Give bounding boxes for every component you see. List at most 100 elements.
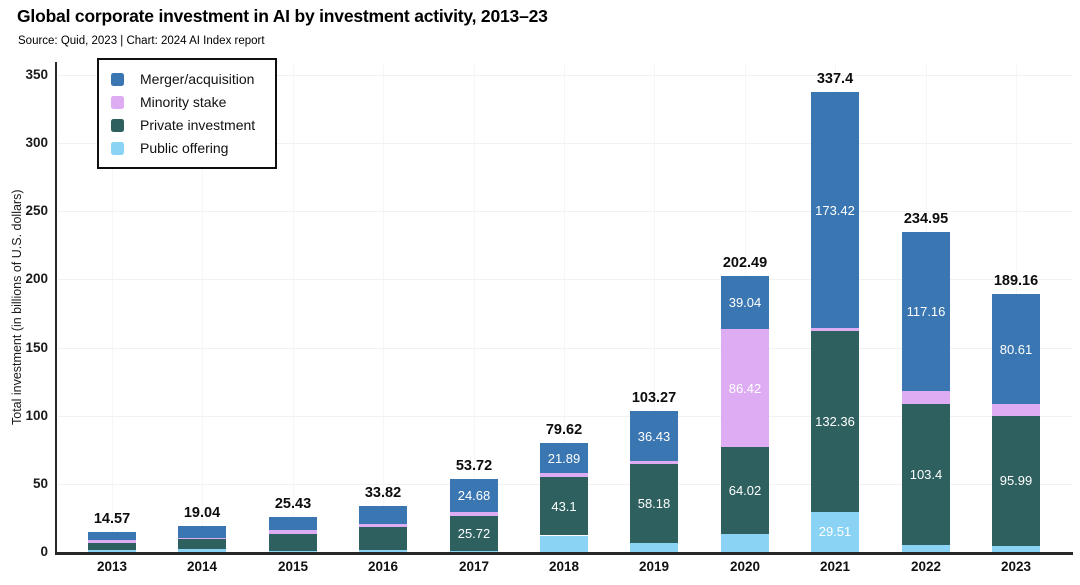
gridline-vertical — [474, 64, 475, 552]
chart-source: Source: Quid, 2023 | Chart: 2024 AI Inde… — [18, 35, 265, 47]
gridline-horizontal — [58, 279, 1072, 281]
bar-segment — [540, 473, 588, 477]
bar-segment — [178, 537, 226, 539]
bar-segment — [359, 505, 407, 524]
bar-segment: 103.4 — [902, 403, 950, 545]
bar-segment — [630, 460, 678, 464]
bar-total-label: 234.95 — [903, 210, 949, 227]
segment-value-label: 29.51 — [818, 524, 852, 540]
gridline-vertical — [293, 64, 294, 552]
y-tick-label: 300 — [25, 135, 48, 151]
legend-swatch-icon — [111, 72, 124, 86]
segment-value-label: 21.89 — [547, 450, 581, 466]
bar-segment: 24.68 — [450, 478, 498, 513]
bar-segment — [630, 543, 678, 552]
segment-value-label: 43.1 — [551, 498, 577, 514]
gridline-vertical — [564, 64, 565, 552]
legend-item-label: Private investment — [140, 117, 256, 133]
segment-value-label: 173.42 — [815, 202, 855, 218]
bar-segment: 64.02 — [721, 447, 769, 535]
y-tick-label: 350 — [25, 66, 48, 82]
segment-value-label: 25.72 — [457, 525, 491, 541]
x-tick-label: 2016 — [367, 559, 399, 574]
x-tick-label: 2019 — [638, 559, 670, 574]
gridline-vertical — [202, 64, 203, 552]
bar-total-label: 103.27 — [631, 390, 677, 407]
gridline-vertical — [383, 64, 384, 552]
gridline-vertical — [112, 64, 113, 552]
bar-total-label: 19.04 — [183, 505, 221, 522]
y-tick-label: 200 — [25, 271, 48, 287]
gridline-horizontal — [58, 347, 1072, 349]
bar-total-label: 189.16 — [993, 273, 1039, 290]
bar-segment — [992, 404, 1040, 416]
y-tick-label: 100 — [25, 407, 48, 423]
legend-item: Private investment — [111, 117, 255, 133]
x-tick-label: 2013 — [96, 559, 128, 574]
x-tick-label: 2021 — [819, 559, 851, 574]
x-tick-label: 2015 — [277, 559, 309, 574]
bar-segment: 80.61 — [992, 294, 1040, 405]
x-tick-label: 2018 — [548, 559, 580, 574]
bar-segment — [269, 533, 317, 552]
gridline-horizontal — [58, 211, 1072, 213]
gridline-horizontal — [58, 415, 1072, 417]
segment-value-label: 58.18 — [637, 496, 671, 512]
bar-segment: 39.04 — [721, 276, 769, 330]
gridline-horizontal — [58, 74, 1072, 76]
legend-swatch-icon — [111, 141, 124, 155]
bar-segment — [450, 512, 498, 516]
segment-value-label: 95.99 — [999, 473, 1033, 489]
legend-item: Merger/acquisition — [111, 71, 255, 87]
bar-segment: 58.18 — [630, 463, 678, 544]
bar-total-label: 25.43 — [274, 496, 312, 513]
bar-segment — [178, 548, 226, 552]
bar-segment — [178, 526, 226, 538]
bar-segment — [902, 391, 950, 404]
segment-value-label: 24.68 — [457, 488, 491, 504]
gridline-horizontal — [58, 143, 1072, 145]
bar-segment — [269, 530, 317, 534]
bar-segment — [359, 527, 407, 551]
x-axis-line — [55, 552, 1073, 555]
y-tick-label: 0 — [40, 544, 48, 559]
x-tick-label: 2020 — [729, 559, 761, 574]
bar-segment — [721, 534, 769, 552]
bar-segment: 117.16 — [902, 231, 950, 392]
segment-value-label: 39.04 — [728, 295, 762, 311]
bar-segment — [540, 535, 588, 552]
bar-total-label: 53.72 — [455, 457, 493, 474]
bar-total-label: 337.4 — [816, 71, 854, 88]
bar-segment — [88, 532, 136, 541]
bar-segment — [811, 328, 859, 332]
bar-segment — [269, 551, 317, 552]
legend: Merger/acquisition Minority stake Private … — [97, 58, 278, 169]
legend-item-label: Minority stake — [140, 94, 227, 110]
bar-segment: 25.72 — [450, 515, 498, 551]
segment-value-label: 132.36 — [815, 414, 855, 430]
bar-segment — [88, 549, 136, 552]
bar-total-label: 79.62 — [545, 422, 583, 439]
bar-segment — [88, 540, 136, 543]
bar-segment: 43.1 — [540, 476, 588, 536]
bar-segment — [359, 550, 407, 552]
bar-total-label: 14.57 — [93, 511, 131, 528]
legend-item: Public offering — [111, 140, 255, 156]
bar-segment — [178, 538, 226, 549]
segment-value-label: 103.4 — [909, 466, 943, 482]
bar-segment — [450, 550, 498, 552]
bar-segment — [269, 517, 317, 531]
y-axis-line — [55, 62, 57, 553]
y-tick-label: 50 — [32, 475, 48, 491]
x-tick-label: 2014 — [186, 559, 218, 574]
bar-segment: 29.51 — [811, 511, 859, 552]
bar-segment: 132.36 — [811, 331, 859, 512]
bar-total-label: 202.49 — [722, 255, 768, 271]
gridline-vertical — [654, 64, 655, 552]
segment-value-label: 117.16 — [906, 304, 946, 320]
segment-value-label: 86.42 — [728, 380, 762, 396]
bar-segment: 86.42 — [721, 329, 769, 447]
legend-swatch-icon — [111, 95, 124, 109]
segment-value-label: 36.43 — [637, 428, 671, 444]
